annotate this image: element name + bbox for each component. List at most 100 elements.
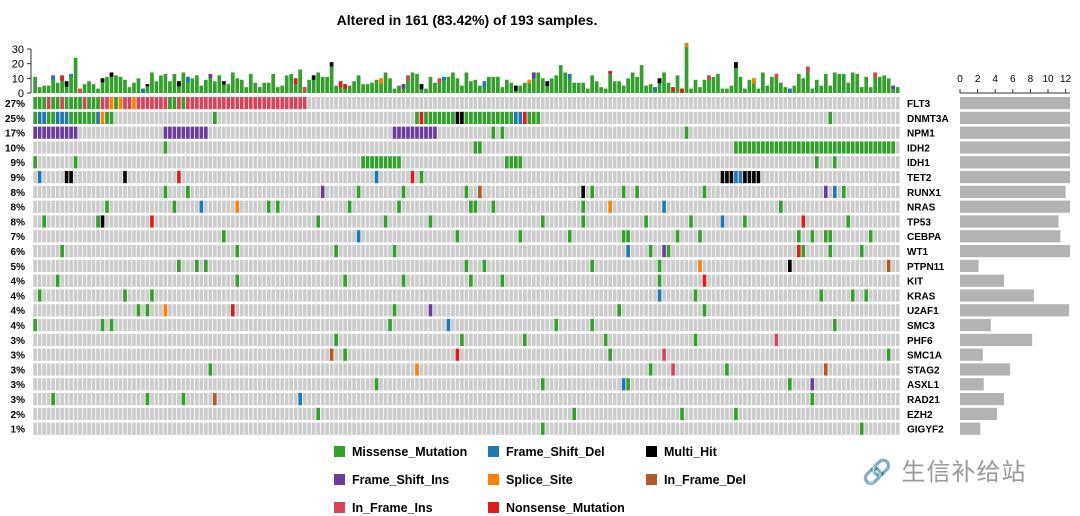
cell-empty — [832, 289, 837, 302]
cell-empty — [702, 171, 707, 184]
cell-empty — [576, 126, 581, 139]
cell-empty — [617, 185, 621, 198]
cell-empty — [365, 274, 370, 287]
cell-empty — [338, 126, 343, 139]
cell-empty — [850, 319, 855, 332]
cell-empty — [513, 97, 518, 110]
cell-empty — [873, 200, 878, 213]
cell-empty — [545, 289, 550, 302]
cell-empty — [109, 171, 114, 184]
cell-empty — [401, 289, 406, 302]
cell-empty — [289, 185, 294, 198]
cell-empty — [478, 393, 482, 406]
cell-empty — [37, 378, 42, 391]
cell-empty — [204, 274, 208, 287]
cell-empty — [567, 393, 572, 406]
cell-empty — [217, 304, 222, 317]
cell-empty — [617, 126, 621, 139]
cell-empty — [82, 230, 87, 243]
cell-empty — [307, 245, 312, 258]
cell-empty — [118, 378, 123, 391]
cell-empty — [554, 245, 559, 258]
cell-empty — [410, 289, 415, 302]
cell-empty — [136, 200, 141, 213]
cell-empty — [190, 259, 195, 272]
cell-empty — [455, 156, 460, 169]
cell-empty — [752, 97, 756, 110]
cell-empty — [105, 289, 109, 302]
cell-empty — [554, 215, 559, 228]
cell-empty — [761, 333, 765, 346]
cell-empty — [536, 200, 541, 213]
cell-empty — [693, 230, 698, 243]
cell-empty — [752, 156, 756, 169]
cell-empty — [621, 289, 626, 302]
cell-empty — [379, 393, 383, 406]
side-axis-tick-label: 12 — [1060, 74, 1072, 85]
cell-empty — [716, 185, 720, 198]
cell-empty — [612, 97, 617, 110]
cell-ifins — [163, 97, 168, 110]
cell-empty — [320, 111, 325, 124]
cell-empty — [87, 215, 91, 228]
cell-empty — [518, 274, 523, 287]
cell-empty — [127, 215, 132, 228]
cell-ifins — [60, 97, 64, 110]
cell-empty — [581, 230, 586, 243]
cell-empty — [752, 304, 756, 317]
cell-empty — [805, 126, 810, 139]
cell-empty — [204, 200, 208, 213]
cell-missense — [666, 245, 671, 258]
cell-missense — [522, 333, 527, 346]
top-bar-missense — [738, 76, 743, 93]
cell-empty — [725, 304, 729, 317]
cell-empty — [96, 185, 100, 198]
cell-empty — [410, 111, 415, 124]
cell-empty — [635, 111, 639, 124]
cell-missense — [343, 348, 347, 361]
cell-empty — [356, 348, 361, 361]
cell-missense — [603, 333, 608, 346]
cell-empty — [361, 141, 365, 154]
cell-empty — [356, 156, 361, 169]
cell-empty — [361, 111, 365, 124]
cell-empty — [262, 333, 267, 346]
cell-empty — [828, 407, 833, 420]
cell-empty — [338, 171, 343, 184]
cell-empty — [752, 185, 756, 198]
cell-empty — [307, 319, 312, 332]
cell-empty — [734, 230, 738, 243]
cell-empty — [388, 97, 392, 110]
cell-nonsense — [410, 171, 415, 184]
cell-empty — [599, 348, 604, 361]
cell-empty — [64, 185, 69, 198]
cell-ifins — [212, 97, 217, 110]
cell-empty — [846, 422, 851, 435]
cell-empty — [460, 97, 464, 110]
cell-empty — [859, 185, 864, 198]
cell-empty — [671, 111, 675, 124]
cell-empty — [217, 215, 222, 228]
cell-empty — [275, 215, 280, 228]
cell-empty — [239, 156, 244, 169]
cell-empty — [388, 215, 392, 228]
cell-empty — [635, 200, 639, 213]
cell-empty — [114, 274, 118, 287]
cell-empty — [891, 171, 896, 184]
cell-empty — [455, 259, 460, 272]
cell-empty — [37, 156, 42, 169]
cell-empty — [657, 156, 662, 169]
cell-empty — [743, 289, 747, 302]
cell-empty — [756, 348, 761, 361]
cell-empty — [698, 393, 702, 406]
cell-missense — [644, 215, 648, 228]
cell-empty — [752, 259, 756, 272]
cell-empty — [51, 185, 55, 198]
cell-empty — [752, 200, 756, 213]
cell-empty — [419, 185, 424, 198]
cell-empty — [455, 97, 460, 110]
cell-empty — [608, 274, 612, 287]
cell-empty — [734, 111, 738, 124]
cell-empty — [752, 230, 756, 243]
cell-empty — [100, 185, 105, 198]
